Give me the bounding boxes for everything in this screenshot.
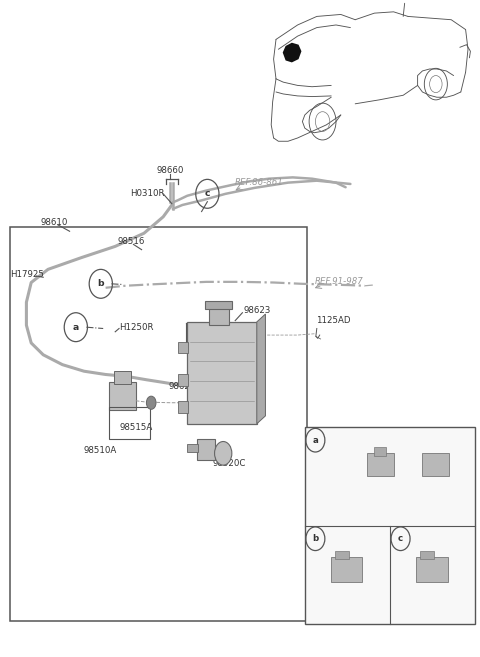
Text: 98623: 98623 bbox=[244, 306, 271, 315]
Bar bbox=[109, 407, 150, 439]
Text: c: c bbox=[398, 534, 403, 543]
Polygon shape bbox=[283, 43, 301, 62]
Bar bbox=[205, 301, 232, 309]
Bar bbox=[10, 227, 307, 621]
Bar bbox=[305, 427, 475, 624]
Text: 98653: 98653 bbox=[326, 533, 354, 542]
Text: 98620: 98620 bbox=[188, 341, 216, 350]
Text: H17925: H17925 bbox=[11, 270, 45, 279]
Bar bbox=[374, 447, 386, 456]
Text: REF.91-987: REF.91-987 bbox=[314, 277, 363, 286]
Text: 98662B: 98662B bbox=[326, 436, 360, 445]
Bar bbox=[178, 342, 188, 353]
Text: 98622: 98622 bbox=[169, 382, 196, 391]
Bar bbox=[187, 444, 198, 452]
Bar bbox=[178, 401, 188, 413]
Text: 98515A: 98515A bbox=[119, 422, 152, 432]
Circle shape bbox=[146, 396, 156, 409]
Circle shape bbox=[215, 442, 232, 465]
Text: 1125AD: 1125AD bbox=[316, 316, 350, 325]
Text: 98516: 98516 bbox=[118, 237, 145, 246]
Bar bbox=[109, 382, 136, 410]
Text: 98661G: 98661G bbox=[412, 533, 446, 542]
Text: 98510A: 98510A bbox=[84, 445, 117, 455]
Bar bbox=[197, 439, 215, 460]
Bar bbox=[420, 551, 434, 559]
Text: H1250R: H1250R bbox=[119, 323, 154, 332]
Text: a: a bbox=[72, 323, 79, 332]
Text: 98660: 98660 bbox=[156, 166, 184, 175]
Text: b: b bbox=[97, 279, 104, 288]
Bar bbox=[114, 371, 131, 384]
Text: a: a bbox=[312, 436, 318, 445]
Text: 98610: 98610 bbox=[41, 217, 68, 227]
Bar bbox=[209, 306, 229, 325]
Bar bbox=[417, 557, 448, 582]
Bar bbox=[367, 453, 394, 476]
Text: H0310R: H0310R bbox=[131, 189, 165, 198]
Bar bbox=[187, 322, 257, 424]
Bar bbox=[335, 551, 349, 559]
Text: b: b bbox=[312, 534, 319, 543]
Text: 98520C: 98520C bbox=[212, 459, 246, 468]
Polygon shape bbox=[257, 314, 265, 424]
Text: c: c bbox=[204, 189, 210, 198]
Bar bbox=[422, 453, 449, 476]
Bar bbox=[178, 374, 188, 386]
Text: REF.86-861: REF.86-861 bbox=[235, 178, 284, 187]
Bar bbox=[331, 557, 362, 582]
